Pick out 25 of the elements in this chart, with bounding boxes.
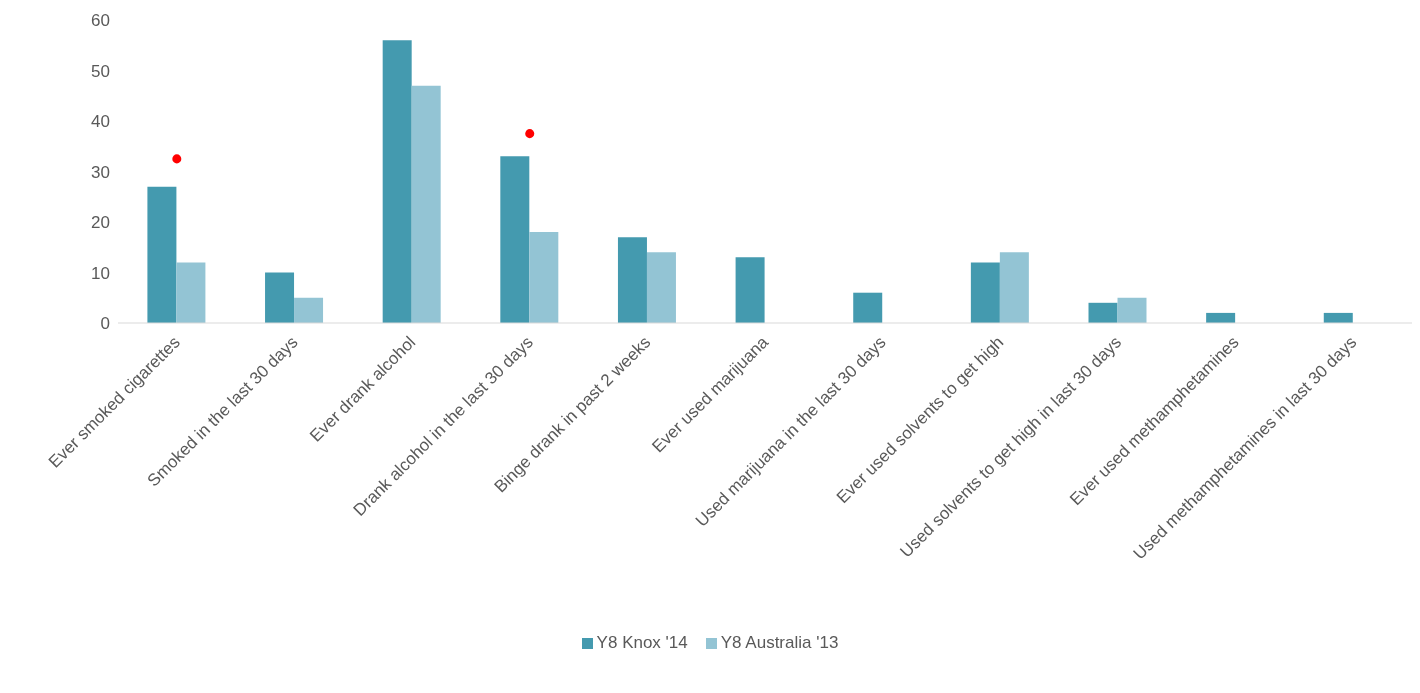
- legend-label: Y8 Australia '13: [719, 633, 839, 653]
- bar: [970, 262, 1000, 323]
- y-tick-label: 10: [91, 263, 110, 283]
- legend-label: Y8 Knox '14: [595, 633, 688, 653]
- y-tick-label: 30: [91, 162, 110, 182]
- bar: [382, 40, 412, 323]
- bar: [176, 262, 206, 323]
- bar: [646, 252, 676, 323]
- bar: [500, 156, 530, 323]
- bar: [735, 257, 765, 323]
- bar: [265, 272, 295, 323]
- bar: [1088, 302, 1118, 323]
- y-tick-label: 40: [91, 112, 110, 132]
- bar: [1117, 297, 1147, 323]
- y-tick-label: 50: [91, 61, 110, 81]
- y-tick-label: 0: [100, 314, 110, 334]
- bar: [853, 292, 883, 323]
- bar: [411, 85, 441, 323]
- bar: [617, 237, 647, 323]
- bar: [999, 252, 1029, 323]
- y-tick-label: 20: [91, 213, 110, 233]
- bar: [147, 186, 177, 323]
- y-tick-label: 60: [91, 11, 110, 31]
- bar: [294, 297, 324, 323]
- bar: [529, 232, 559, 323]
